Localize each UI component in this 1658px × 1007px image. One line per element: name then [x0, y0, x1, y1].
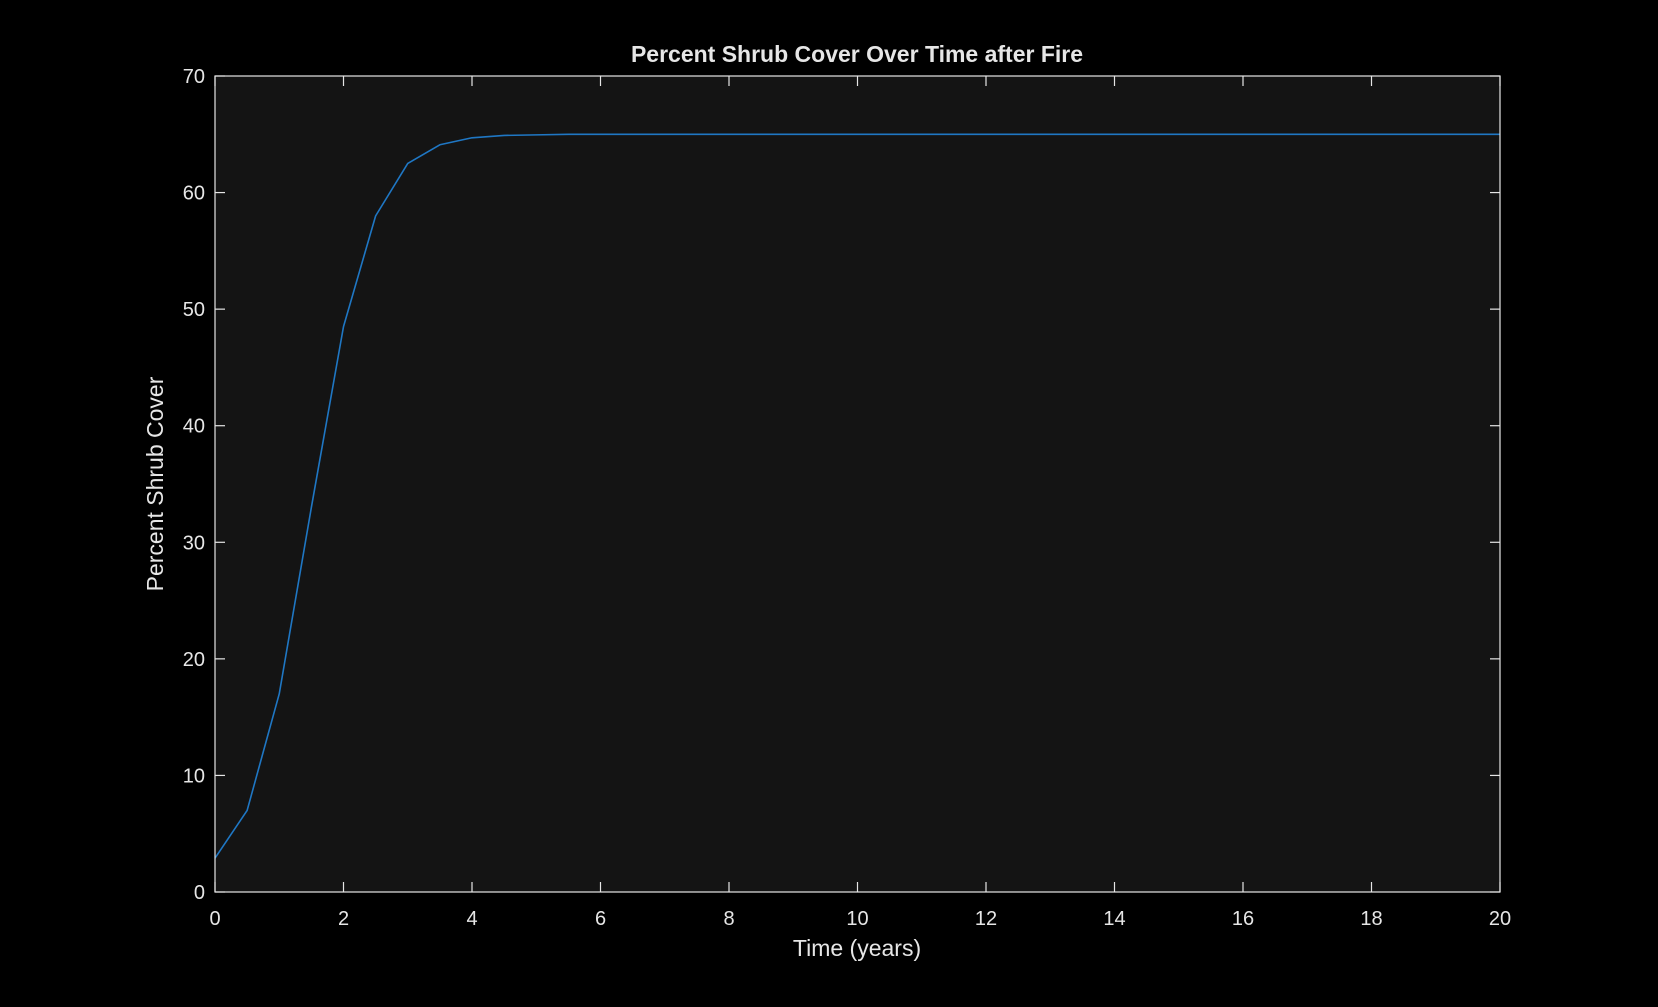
x-tick-label: 18 [1360, 908, 1382, 930]
series-line [214, 133, 1500, 859]
x-tick-label: 12 [975, 908, 997, 930]
x-tick-label: 0 [209, 908, 220, 930]
y-tick-label: 30 [183, 532, 205, 554]
x-tick-label: 6 [595, 908, 606, 930]
axes-frame [214, 75, 1501, 893]
y-tick-label: 0 [194, 882, 205, 904]
y-tick-label: 50 [183, 299, 205, 321]
series-layer [214, 133, 1500, 859]
plot-area [215, 76, 1500, 892]
x-tick-label: 10 [846, 908, 868, 930]
y-tick-label: 10 [183, 765, 205, 787]
tick-labels: 0 2 4 6 8 10 12 14 16 18 20 0 10 20 30 40 50 60 70 [183, 66, 1511, 930]
chart-title: Percent Shrub Cover Over Time after Fire [631, 41, 1083, 67]
y-tick-label: 20 [183, 649, 205, 671]
x-axis-label: Time (years) [793, 935, 921, 961]
x-tick-label: 20 [1489, 908, 1511, 930]
x-tick-label: 2 [338, 908, 349, 930]
x-tick-label: 4 [466, 908, 477, 930]
y-tick-label: 70 [183, 66, 205, 88]
x-tick-label: 16 [1232, 908, 1254, 930]
x-tick-label: 8 [723, 908, 734, 930]
y-tick-label: 40 [183, 416, 205, 438]
y-tick-label: 60 [183, 183, 205, 205]
x-tick-label: 14 [1103, 908, 1125, 930]
y-axis-label: Percent Shrub Cover [142, 376, 168, 591]
